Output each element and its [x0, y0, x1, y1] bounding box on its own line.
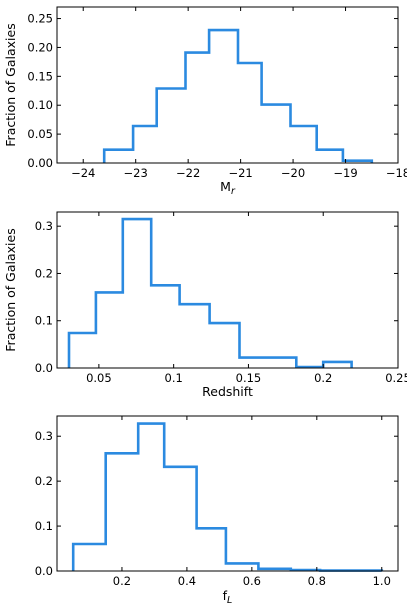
axes-frame	[56, 415, 399, 572]
histogram-panel-absolute-magnitude: −24 −23 −22 −21 −20 −19 −18 0.00 0.05 0.10 0.15 0.2…	[3, 6, 407, 197]
x-tick-label: 0.6	[243, 574, 261, 588]
x-axis-label: Mr	[220, 179, 236, 197]
x-tick-label: 0.05	[86, 371, 112, 385]
axes-frame	[56, 211, 399, 369]
x-tick-label: 0.2	[314, 371, 332, 385]
histogram-series	[102, 28, 374, 163]
x-axis-label: Redshift	[202, 384, 253, 399]
x-tick-label: 0.2	[113, 574, 131, 588]
y-tick-label: 0.15	[27, 69, 53, 83]
y-tick-label: 0.25	[27, 12, 53, 26]
histogram-panel-light-fraction: 0.2 0.4 0.6 0.8 1.0 0.0 0.1 0.2 0.3 fL	[35, 415, 399, 606]
x-tick-label: −24	[71, 166, 95, 180]
histogram-series	[67, 217, 353, 369]
histogram-panel-redshift: 0.05 0.1 0.15 0.2 0.25 0.0 0.1 0.2 0.3 Redshift Fr…	[3, 211, 407, 399]
y-tick-label: 0.2	[35, 266, 53, 280]
x-tick-label: 1.0	[373, 574, 391, 588]
x-tick-label: 0.8	[308, 574, 326, 588]
histogram-series	[71, 422, 384, 572]
y-tick-label: 0.3	[35, 219, 53, 233]
x-tick-label: −23	[124, 166, 148, 180]
x-tick-label: −20	[281, 166, 305, 180]
y-axis-label: Fraction of Galaxies	[3, 23, 18, 146]
axes-frame	[56, 6, 399, 164]
y-tick-label: 0.0	[35, 564, 53, 578]
y-tick-label: 0.10	[27, 98, 53, 112]
y-tick-label: 0.05	[27, 127, 53, 141]
y-tick-label: 0.00	[27, 156, 53, 170]
y-axis-label: Fraction of Galaxies	[3, 228, 18, 351]
x-tick-label: 0.4	[178, 574, 196, 588]
x-tick-label: −22	[176, 166, 200, 180]
x-tick-label: 0.1	[165, 371, 183, 385]
y-tick-label: 0.2	[35, 474, 53, 488]
x-axis-label: fL	[223, 588, 233, 606]
y-tick-label: 0.3	[35, 429, 53, 443]
x-tick-label: −21	[228, 166, 252, 180]
y-tick-label: 0.1	[35, 314, 53, 328]
x-tick-label: −18	[386, 166, 407, 180]
y-tick-label: 0.0	[35, 361, 53, 375]
y-tick-label: 0.1	[35, 519, 53, 533]
x-tick-label: −19	[333, 166, 357, 180]
x-tick-label: 0.15	[236, 371, 262, 385]
x-tick-label: 0.25	[385, 371, 407, 385]
y-tick-label: 0.20	[27, 40, 53, 54]
